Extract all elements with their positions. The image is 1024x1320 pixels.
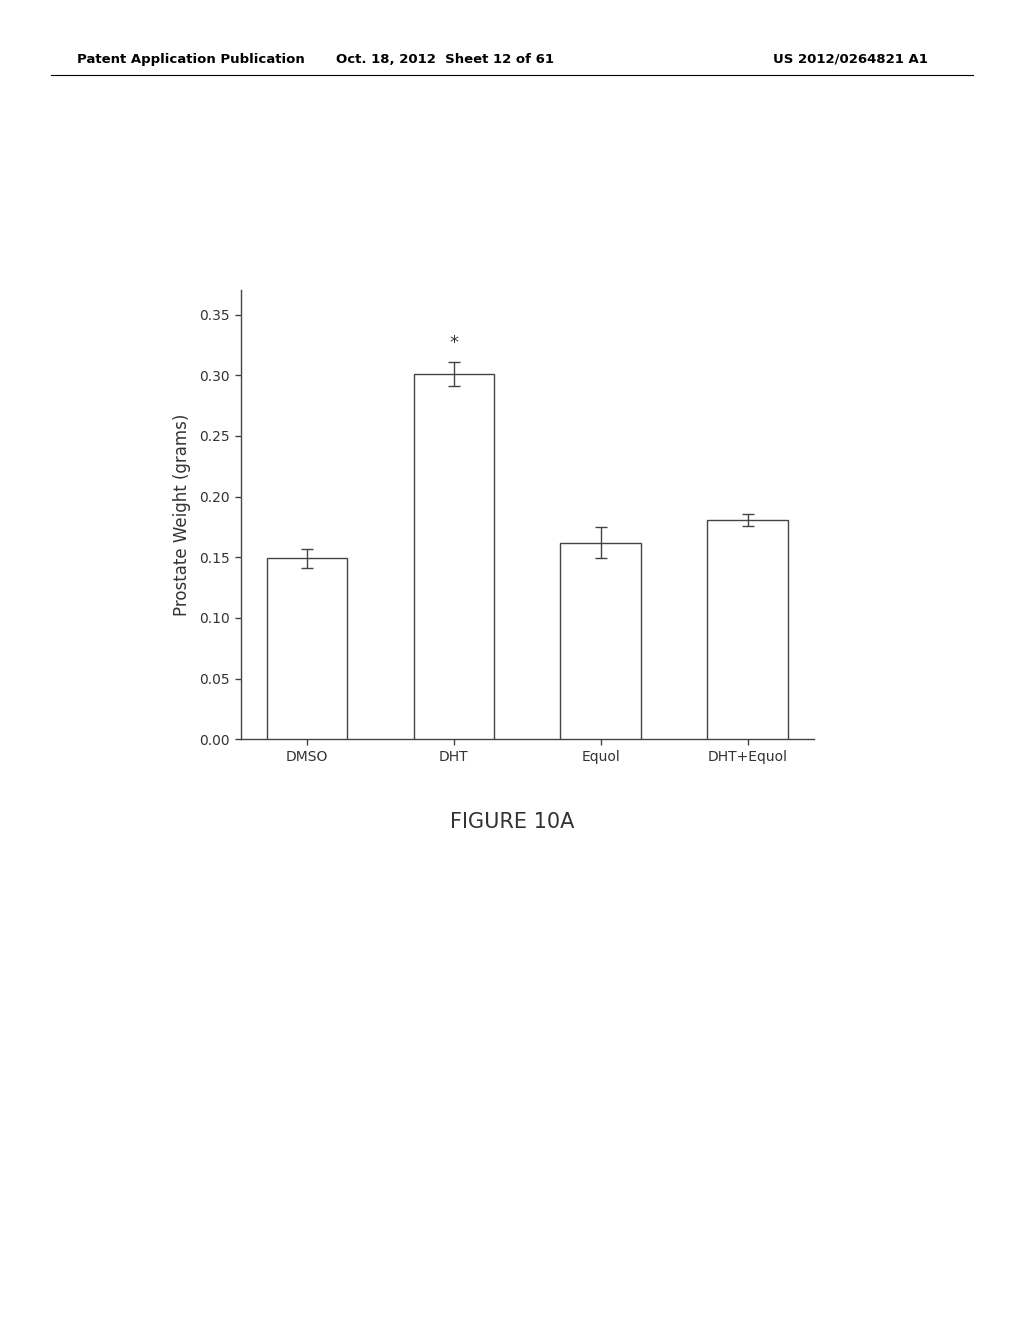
Text: FIGURE 10A: FIGURE 10A <box>450 812 574 832</box>
Bar <box>708 520 788 739</box>
Text: Oct. 18, 2012  Sheet 12 of 61: Oct. 18, 2012 Sheet 12 of 61 <box>337 53 554 66</box>
Text: Patent Application Publication: Patent Application Publication <box>77 53 304 66</box>
Bar <box>560 543 641 739</box>
Y-axis label: Prostate Weight (grams): Prostate Weight (grams) <box>173 413 191 616</box>
Bar <box>414 374 495 739</box>
Text: *: * <box>450 334 459 352</box>
Bar <box>266 558 347 739</box>
Text: US 2012/0264821 A1: US 2012/0264821 A1 <box>773 53 928 66</box>
